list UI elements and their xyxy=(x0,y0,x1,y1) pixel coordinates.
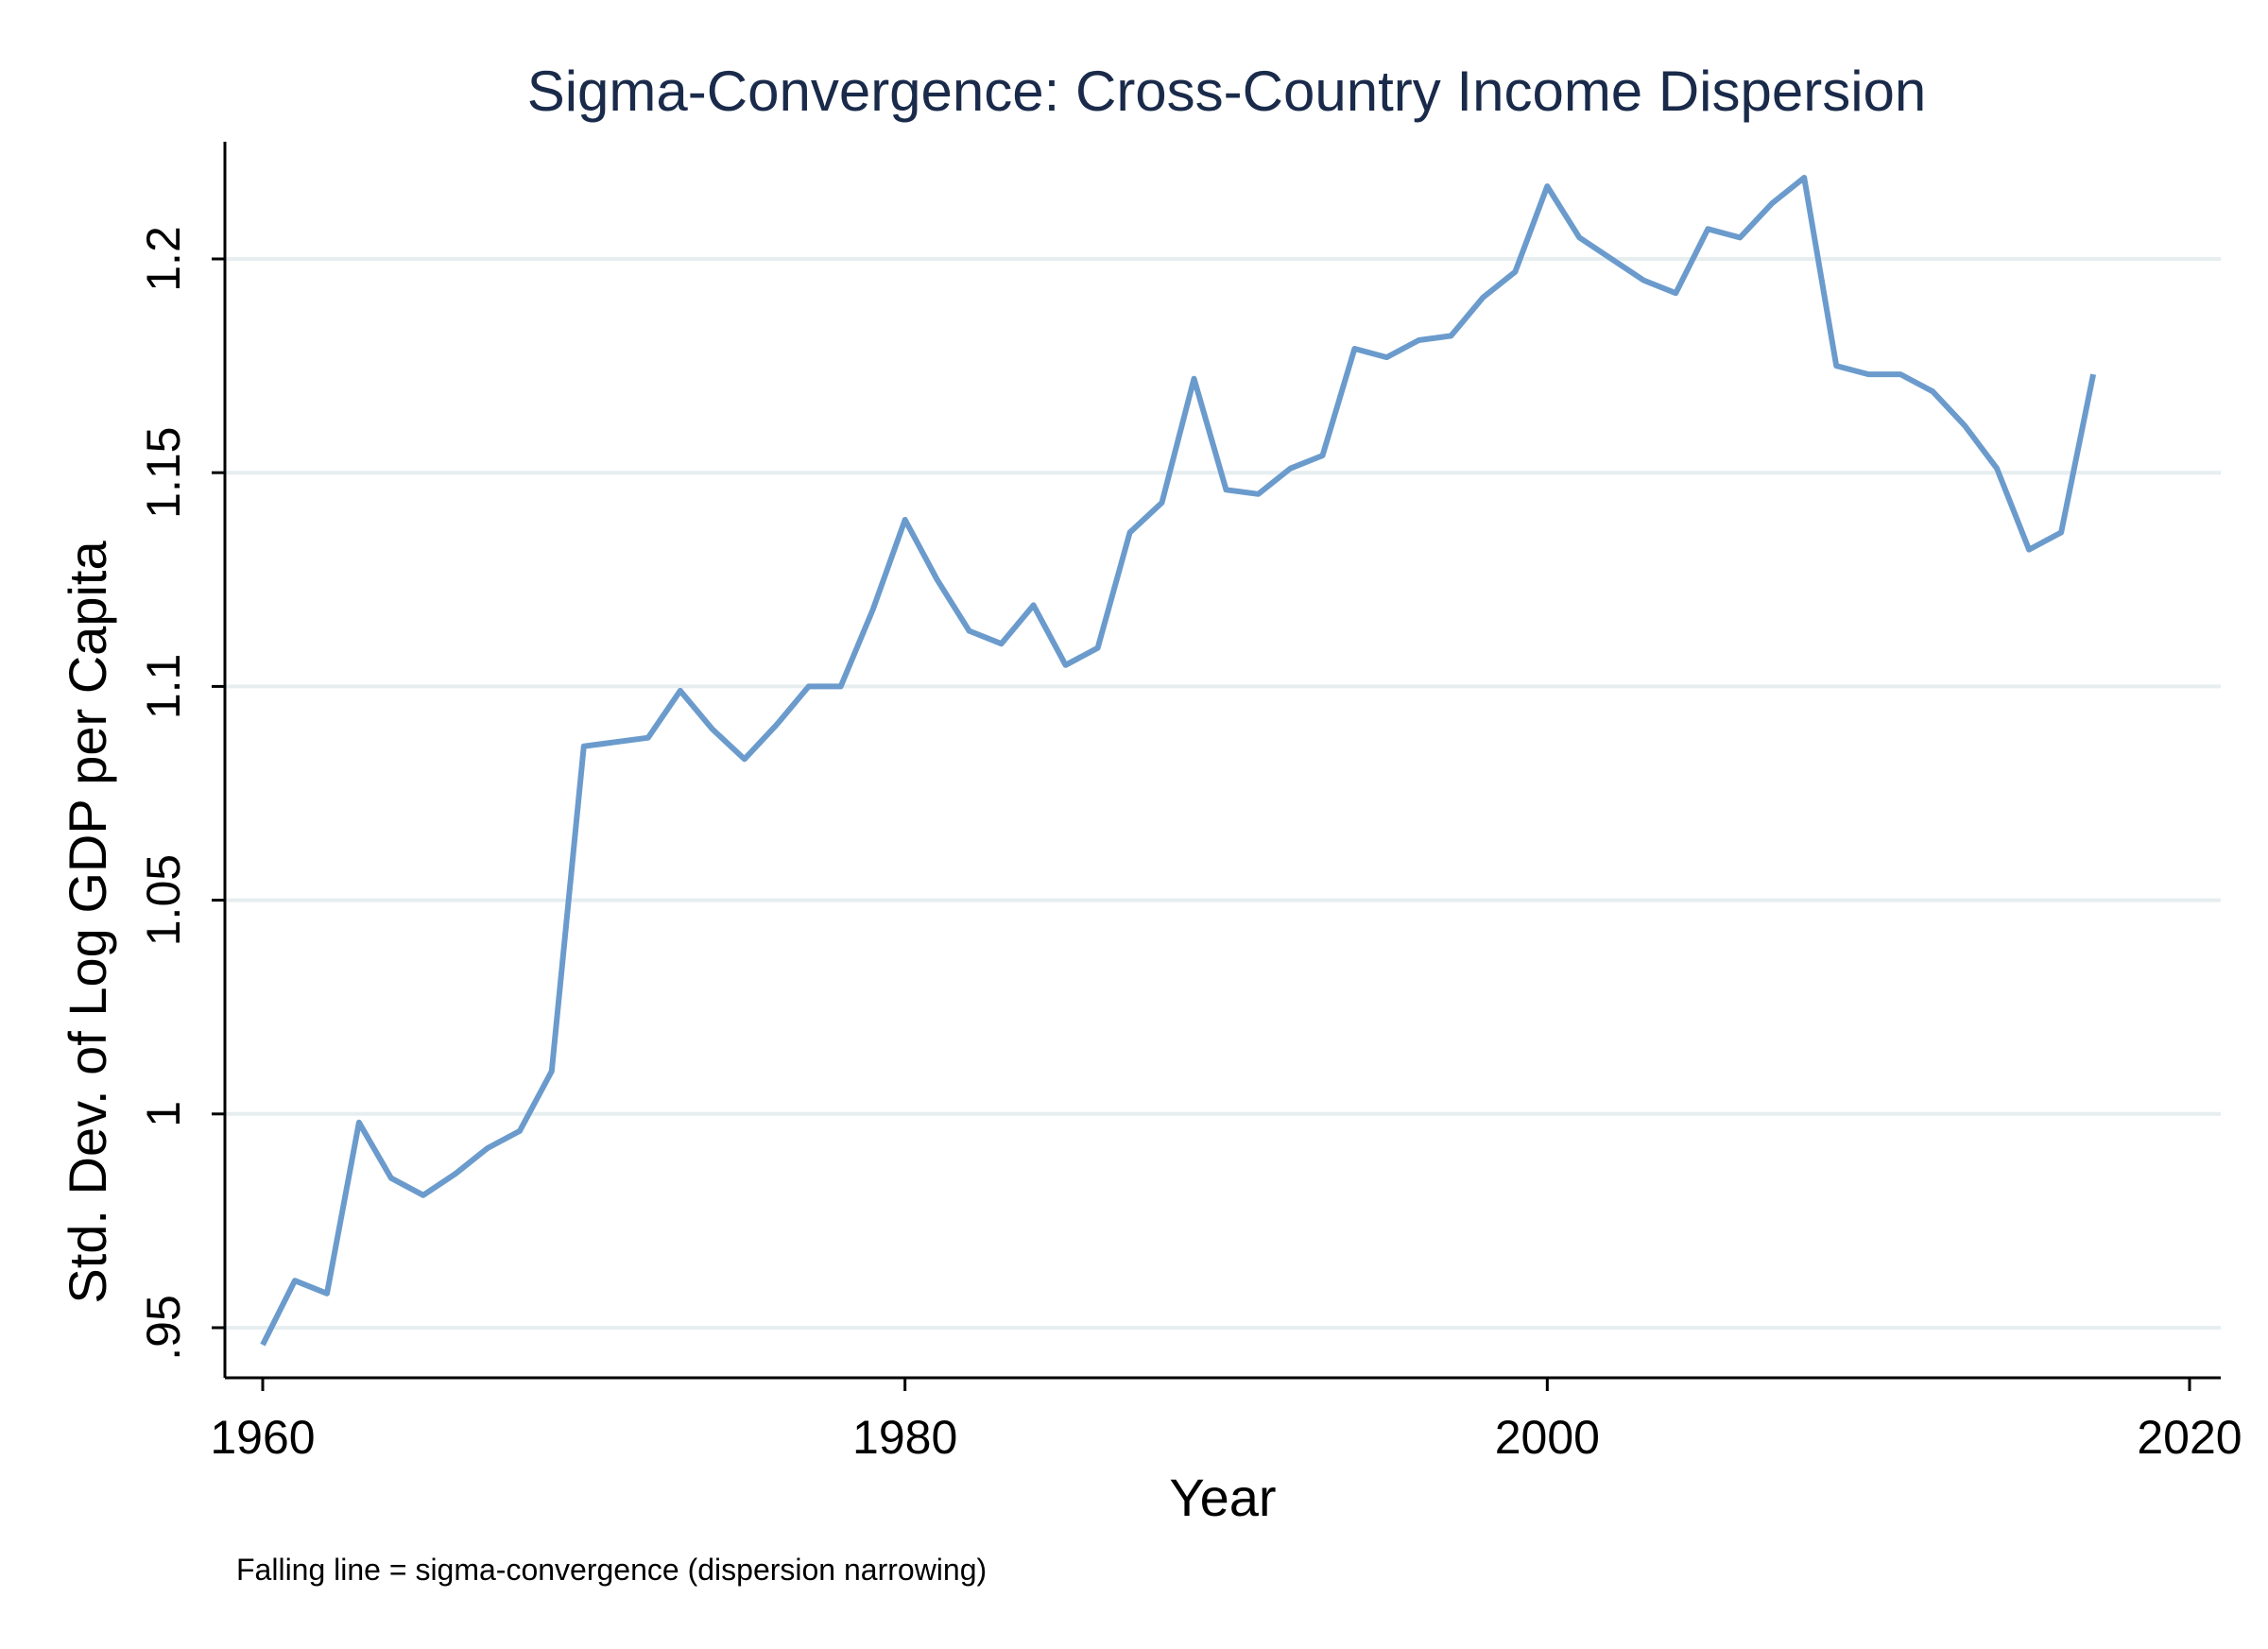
x-tick-label: 1960 xyxy=(210,1411,315,1464)
y-axis-label: Std. Dev. of Log GDP per Capita xyxy=(58,541,117,1304)
y-tick-label: 1.05 xyxy=(137,854,190,946)
y-tick-label: 1.2 xyxy=(137,226,190,292)
y-tick-label: .95 xyxy=(137,1295,190,1361)
x-tick-label: 2020 xyxy=(2137,1411,2242,1464)
x-tick-label: 1980 xyxy=(852,1411,957,1464)
x-tick-label: 2000 xyxy=(1495,1411,1600,1464)
x-axis-ticks: 1960 1980 2000 2020 xyxy=(210,1378,2242,1464)
y-tick-label: 1.1 xyxy=(137,654,190,720)
y-tick-label: 1 xyxy=(137,1101,190,1127)
y-tick-label: 1.15 xyxy=(137,427,190,519)
y-axis-ticks: .95 1 1.05 1.1 1.15 1.2 xyxy=(137,226,225,1361)
grid-lines xyxy=(225,257,2221,1330)
chart-note: Falling line = sigma-convergence (disper… xyxy=(236,1553,987,1587)
series-line xyxy=(260,175,2097,1347)
chart-title: Sigma-Convergence: Cross-Country Income … xyxy=(527,60,1927,123)
x-axis-label: Year xyxy=(1169,1468,1276,1527)
series-layer xyxy=(260,175,2097,1347)
